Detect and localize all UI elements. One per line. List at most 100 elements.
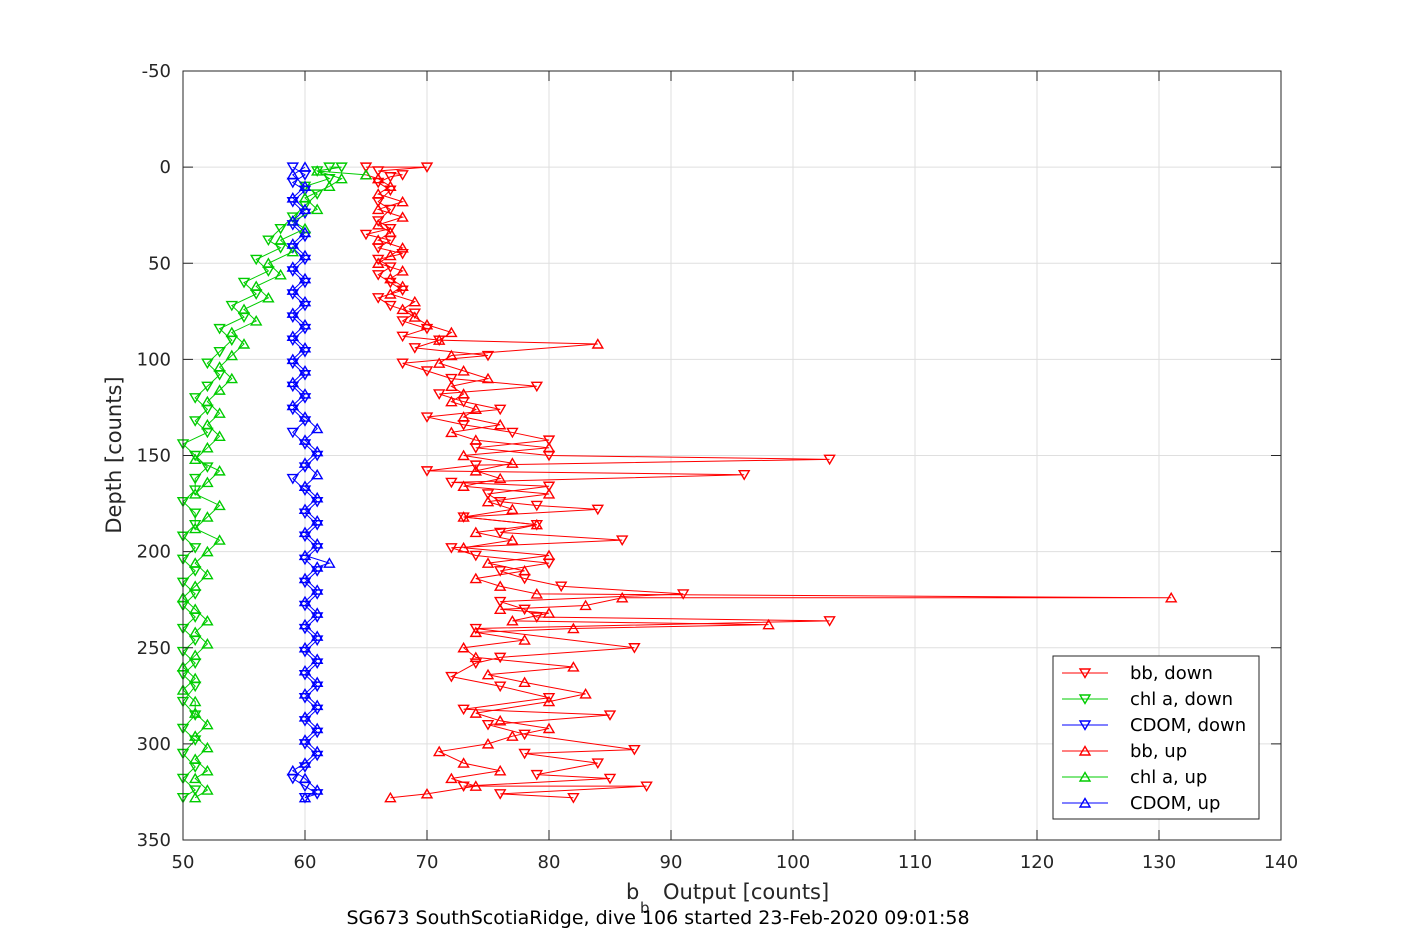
data-point	[384, 300, 397, 312]
data-point	[286, 427, 300, 439]
data-point	[298, 595, 312, 607]
data-point	[298, 791, 312, 803]
data-point	[457, 511, 470, 522]
data-point	[201, 511, 214, 522]
data-point	[445, 373, 458, 385]
data-point	[298, 572, 312, 584]
data-point	[469, 460, 483, 471]
legend-item: bb, down	[1062, 663, 1213, 684]
data-point	[371, 188, 385, 199]
data-point	[384, 172, 397, 183]
data-point	[201, 395, 214, 407]
x-axis-label-subscript: b	[640, 899, 650, 917]
data-point	[213, 464, 226, 476]
data-point	[188, 508, 202, 520]
y-axis-label: Depth [counts]	[102, 376, 126, 533]
data-point	[310, 468, 324, 480]
data-point	[298, 711, 312, 722]
y-tick-label: 150	[137, 446, 171, 467]
data-point	[249, 315, 263, 326]
data-point	[457, 757, 470, 768]
legend-marker	[1078, 720, 1092, 731]
legend-label: CDOM, down	[1130, 715, 1246, 736]
x-tick-label: 110	[898, 852, 932, 873]
data-point	[286, 307, 300, 318]
data-point	[323, 162, 336, 174]
axis-ticks: 50 60 70 80 90 100 110 120 130 140 -50 0 50 100 150 200…	[137, 61, 1299, 873]
legend-marker	[1078, 694, 1092, 705]
data-point	[371, 293, 385, 304]
data-point	[396, 248, 409, 260]
y-tick-label: 50	[148, 253, 171, 274]
data-point	[762, 618, 775, 630]
data-point	[201, 462, 214, 473]
legend: bb, down chl a, down CDOM, down bb, up chl a…	[1052, 655, 1260, 820]
data-point	[225, 300, 239, 312]
data-point	[457, 541, 470, 553]
data-point	[396, 316, 409, 327]
data-point	[445, 671, 458, 683]
data-point	[481, 668, 495, 680]
data-point	[286, 212, 300, 223]
data-point	[506, 534, 519, 545]
data-point	[420, 412, 434, 423]
data-point	[542, 441, 556, 453]
data-point	[493, 714, 507, 726]
data-point	[603, 710, 617, 721]
series-line	[365, 174, 1172, 799]
data-point	[396, 195, 409, 207]
data-point	[286, 473, 300, 485]
data-point	[213, 534, 226, 545]
data-point	[286, 353, 300, 365]
data-point	[310, 653, 324, 664]
data-point	[469, 434, 483, 445]
data-point	[188, 730, 202, 741]
data-point	[371, 254, 385, 266]
data-point	[469, 651, 483, 663]
legend-item: bb, up	[1062, 741, 1187, 762]
data-point	[506, 503, 519, 515]
data-point	[323, 557, 336, 568]
data-point	[286, 261, 300, 272]
data-point	[286, 376, 300, 388]
data-point	[506, 614, 519, 626]
data-point	[457, 411, 470, 422]
x-tick-label: 140	[1264, 852, 1298, 873]
data-point	[432, 357, 446, 368]
legend-item: chl a, up	[1062, 767, 1207, 788]
data-point	[201, 568, 214, 580]
legend-item: CDOM, up	[1062, 793, 1220, 814]
x-tick-label: 80	[538, 852, 561, 873]
data-point	[298, 526, 312, 538]
data-point	[542, 435, 556, 447]
data-point	[201, 381, 214, 393]
data-point	[591, 504, 605, 516]
data-point	[384, 272, 397, 284]
data-point	[371, 166, 385, 177]
figure-caption: SG673 SouthScotiaRidge, dive 106 started…	[346, 907, 969, 929]
data-point	[188, 753, 202, 764]
data-point	[530, 588, 544, 599]
data-point	[286, 162, 300, 174]
data-point	[445, 477, 458, 489]
x-tick-label: 70	[416, 852, 439, 873]
data-point	[188, 473, 202, 485]
data-point	[298, 180, 312, 192]
data-point	[384, 791, 397, 803]
data-point	[542, 695, 556, 707]
x-axis-label-group: b b Output [counts]	[626, 880, 829, 917]
data-point	[188, 791, 202, 803]
data-point	[493, 418, 507, 430]
data-point	[384, 180, 397, 192]
data-point	[286, 330, 300, 342]
data-point	[188, 416, 202, 427]
data-point	[213, 361, 226, 372]
data-point	[737, 470, 751, 481]
data-point	[493, 681, 507, 693]
data-point	[469, 550, 483, 562]
data-point	[298, 161, 312, 172]
data-point	[396, 280, 409, 292]
data-point	[371, 257, 385, 268]
data-point	[396, 303, 409, 315]
data-point	[408, 311, 422, 322]
